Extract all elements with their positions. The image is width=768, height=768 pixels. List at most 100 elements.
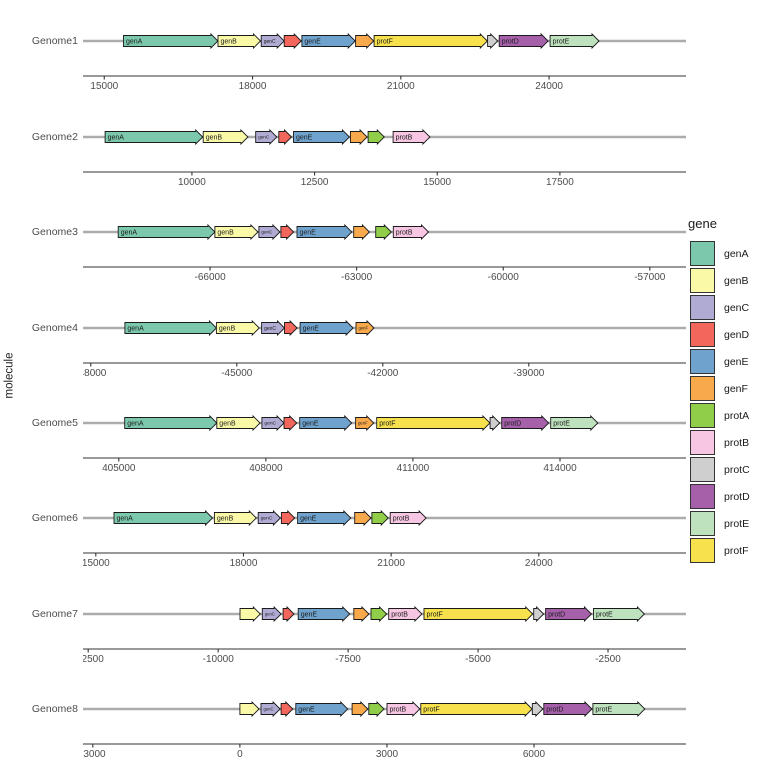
gene-label-genC: genC (258, 135, 270, 140)
genome-row-Genome7: Genome7 genC genE protB protF protD protE -1250… (0, 569, 768, 664)
gene-arrow-protB (386, 700, 421, 718)
gene-label-protE: protE (595, 707, 612, 714)
gene-label-genE: genE (298, 707, 315, 714)
axis-tick-label: 21000 (377, 558, 405, 568)
gene-label-protB: protB (390, 707, 407, 714)
gene-arrow-genA (124, 414, 218, 432)
molecule-label: Genome7 (31, 608, 78, 620)
axis-tick-label: -12500 (83, 654, 104, 664)
gene-label-genA: genA (121, 230, 138, 237)
gene-arrow-genD (283, 414, 298, 432)
gene-arrow-protD (501, 414, 550, 432)
gene-arrow-protA (371, 509, 389, 527)
gene-arrow-protE (593, 605, 646, 623)
gene-arrow-genB (202, 128, 249, 146)
gene-arrow-genB (217, 32, 262, 50)
axis-tick-label: 24000 (535, 81, 563, 91)
gene-arrow-genA (123, 32, 219, 50)
axis-tick-label: -39000 (513, 368, 545, 378)
axis-tick-label: 6000 (523, 749, 546, 759)
gene-arrow-protF (373, 32, 488, 50)
gene-arrow-genF (355, 319, 375, 337)
legend-item-protA: protA (688, 403, 768, 428)
gene-arrow-genF (353, 605, 370, 623)
gene-label-genF: genF (359, 326, 369, 331)
axis-tick-label: -5000 (465, 654, 491, 664)
legend-item-protE: protE (688, 511, 768, 536)
axis-tick-label: -10000 (203, 654, 235, 664)
gene-arrow-genD (284, 319, 298, 337)
legend-item-genF: genF (688, 376, 768, 401)
gene-label-genA: genA (108, 135, 125, 142)
gene-label-genA: genA (126, 39, 143, 46)
legend-item-genA: genA (688, 241, 768, 266)
gene-arrow-genB (215, 319, 260, 337)
gene-arrow-genE (293, 128, 351, 146)
legend-item-genC: genC (688, 295, 768, 320)
gene-arrow-protB (389, 509, 427, 527)
gene-label-protF: protF (427, 612, 443, 619)
gene-label-protE: protE (553, 421, 570, 428)
axis-tick-label: 3000 (376, 749, 399, 759)
gene-arrow-genD (280, 223, 295, 241)
axis-tick-label: 411000 (397, 463, 430, 473)
legend-label: protE (724, 517, 750, 530)
gene-arrow-genA (104, 128, 204, 146)
gene-arrow-genA (113, 509, 214, 527)
gene-arrow-protF (423, 605, 534, 623)
legend-label: genC (724, 301, 750, 314)
axis-tick-label: 414000 (543, 463, 577, 473)
gene-label-genE: genE (303, 326, 320, 333)
genome-row-Genome6: Genome6 genA genB genC genE protB 15000 18000 21… (0, 473, 768, 568)
legend-label: genE (724, 355, 749, 368)
legend-swatch-protA (690, 403, 715, 428)
axis-tick-label: -60000 (488, 272, 520, 282)
gene-arrow-genC (261, 414, 285, 432)
genome-panel: genC genE protB protF protD protE -3000 0 3000 60… (83, 700, 686, 759)
genome-row-Genome4: Genome4 genA genB genC genE genF -48000 -45000 -… (0, 283, 768, 378)
genome-panel: genA genB genC genE genF protF protD protE 40500… (83, 414, 686, 473)
legend-swatch-protC (690, 457, 715, 482)
axis-tick-label: 15000 (90, 81, 118, 91)
gene-arrow-genE (297, 509, 352, 527)
axis-tick-label: 17500 (546, 177, 574, 187)
axis-tick-label: 18000 (239, 81, 267, 91)
gene-arrow-genA (124, 319, 218, 337)
gene-arrow-genC (257, 509, 282, 527)
legend-item-genE: genE (688, 349, 768, 374)
legend-swatch-genC (690, 295, 715, 320)
axis-tick-label: -3000 (83, 749, 106, 759)
legend-item-genD: genD (688, 322, 768, 347)
gene-label-protB: protB (396, 230, 413, 237)
gene-label-genC: genC (264, 39, 276, 45)
gene-label-genB: genB (219, 326, 236, 333)
gene-arrow-protD (545, 605, 593, 623)
gene-arrow-protC (533, 605, 545, 623)
axis-tick-label: 18000 (230, 558, 258, 568)
gene-label-protF: protF (379, 421, 395, 428)
gene-arrow-protA (368, 700, 385, 718)
gene-label-genC: genC (265, 612, 275, 617)
gene-label-protB: protB (393, 516, 410, 523)
gene-arrow-genB (239, 605, 261, 623)
gene-arrow-protB (388, 605, 423, 623)
gene-arrow-genB (213, 509, 257, 527)
gene-label-protF: protF (377, 39, 393, 46)
legend-label: protB (724, 436, 750, 449)
gene-label-genC: genC (261, 516, 273, 522)
gene-arrow-genF (355, 414, 375, 432)
axis-tick-label: -66000 (195, 272, 227, 282)
gene-label-genE: genE (300, 230, 317, 237)
legend-item-protC: protC (688, 457, 768, 482)
gene-arrow-genE (299, 319, 354, 337)
axis-tick-label: 12500 (301, 177, 329, 187)
gene-label-protF: protF (423, 707, 439, 714)
axis-tick-label: 405000 (102, 463, 136, 473)
gene-label-genB: genB (217, 516, 234, 523)
gene-arrow-genE (295, 700, 349, 718)
gene-arrow-genF (355, 32, 375, 50)
genome-panel: genA genB genC genE protB 15000 18000 21000 2400… (83, 509, 686, 568)
genome-row-Genome8: Genome8 genC genE protB protF protD protE -3000… (0, 664, 768, 759)
gene-arrow-protE (549, 32, 600, 50)
gene-label-genE: genE (300, 516, 317, 523)
